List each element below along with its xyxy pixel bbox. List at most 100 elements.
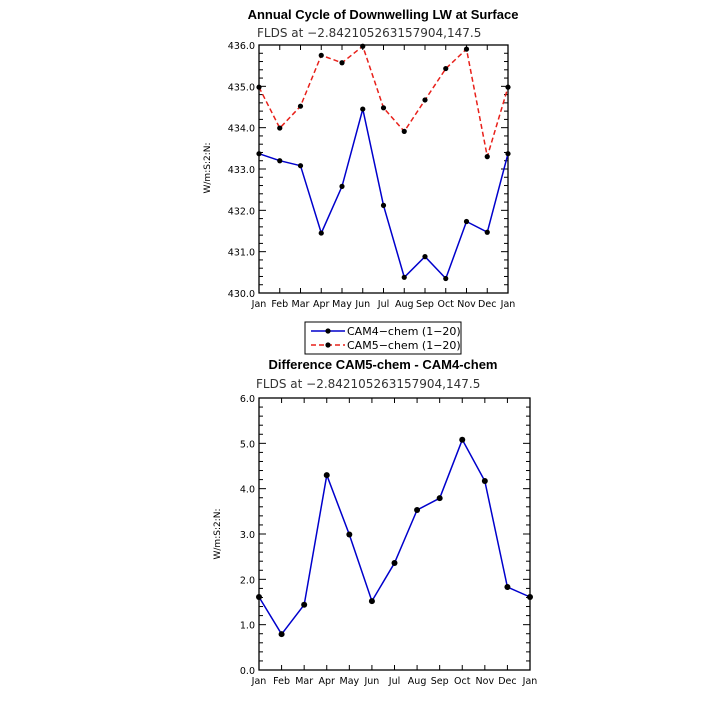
data-point [443,65,449,72]
y-axis-label: W/m:S:2:N: [203,143,213,194]
data-point [505,151,511,157]
chart-title: Difference CAM5-chem - CAM4-chem [269,357,498,372]
x-tick-label: Apr [319,676,336,687]
data-point [459,436,466,443]
legend-marker-cam4 [325,328,331,334]
data-point [277,125,283,131]
data-point [436,495,443,502]
x-tick-label: Sep [416,299,434,310]
difference-chart: Difference CAM5-chem - CAM4-chem FLDS at… [213,357,537,687]
data-point [414,506,421,513]
y-tick-label: 0.0 [240,666,255,677]
data-point [422,97,428,103]
data-point [484,154,490,160]
legend: CAM4−chem (1−20) CAM5−chem (1−20) [304,321,462,355]
x-tick-label: Jun [354,299,370,310]
data-point [401,274,407,280]
x-tick-label: Nov [476,676,495,687]
data-point [297,163,304,169]
data-point [443,275,449,282]
data-point [401,128,407,134]
x-tick-label: Feb [271,299,288,310]
data-point [256,151,262,157]
y-tick-label: 6.0 [240,394,255,405]
legend-label-cam5: CAM5−chem (1−20) [347,339,461,352]
x-tick-label: Apr [313,299,330,310]
x-tick-label: Nov [457,299,476,310]
x-tick-label: May [340,676,360,687]
data-point [318,230,324,236]
x-tick-label: Dec [478,299,496,310]
y-tick-label: 5.0 [240,439,255,450]
y-axis-label: W/m:S:2:N: [213,509,223,560]
y-tick-label: 434.0 [228,124,255,135]
y-tick-label: 2.0 [240,575,255,586]
x-tick-label: Mar [295,676,313,687]
axis-ticks: Jan Feb Mar Apr May Jun Jul Aug Sep Oct Nov Dec Jan4… [228,41,516,310]
x-tick-label: Jun [363,676,379,687]
data-point [463,218,470,225]
y-tick-label: 433.0 [228,165,255,176]
x-tick-label: Sep [431,676,449,687]
x-tick-label: Jan [251,676,267,687]
series-line-1 [258,44,509,157]
plot-frame [258,44,509,294]
chart-subtitle: FLDS at −2.842105263157904,147.5 [256,377,480,391]
data-point [484,229,490,235]
plot-frame [258,397,531,671]
data-point [360,106,366,112]
x-tick-label: Jan [522,676,538,687]
x-tick-label: Jul [388,676,400,687]
data-point [422,254,428,260]
x-tick-label: Aug [395,299,414,310]
x-tick-label: Jan [500,299,516,310]
data-point [256,594,262,601]
data-point [346,531,353,538]
y-tick-label: 430.0 [228,289,255,300]
y-tick-label: 3.0 [240,530,255,541]
chart-title: Annual Cycle of Downwelling LW at Surfac… [248,7,519,22]
data-point [505,84,511,90]
x-tick-label: Mar [292,299,310,310]
data-point [380,202,387,208]
y-tick-label: 436.0 [228,41,255,52]
data-point [277,158,283,164]
data-marks [256,436,533,638]
x-tick-label: Jul [377,299,389,310]
legend-box [304,321,462,355]
legend-marker-cam5 [325,342,331,348]
annual-cycle-chart: Annual Cycle of Downwelling LW at Surfac… [203,7,518,310]
data-point [323,472,330,479]
data-point [318,52,324,58]
data-point [481,477,488,484]
x-tick-label: Oct [454,676,471,687]
x-tick-label: Oct [438,299,455,310]
data-point [339,183,345,189]
x-tick-label: May [332,299,352,310]
data-point [256,84,262,90]
data-point [368,598,375,605]
series-line-0 [258,108,509,280]
data-point [360,43,366,49]
data-point [278,631,285,638]
x-tick-label: Aug [408,676,427,687]
data-point [504,584,511,591]
x-tick-label: Jan [251,299,267,310]
data-point [463,46,470,52]
data-marks [256,43,511,282]
x-tick-label: Dec [498,676,516,687]
chart-subtitle: FLDS at −2.842105263157904,147.5 [257,26,481,40]
y-tick-label: 4.0 [240,485,255,496]
x-tick-label: Feb [273,676,290,687]
data-point [301,601,308,608]
y-tick-label: 431.0 [228,248,255,259]
data-point [380,105,387,111]
data-point [391,560,398,567]
data-point [297,103,304,109]
axis-ticks: Jan Feb Mar Apr May Jun Jul Aug Sep Oct Nov Dec Jan0… [240,394,537,687]
series-line-0 [258,437,531,636]
legend-label-cam4: CAM4−chem (1−20) [347,325,461,338]
y-tick-label: 432.0 [228,206,255,217]
data-point [339,60,345,66]
